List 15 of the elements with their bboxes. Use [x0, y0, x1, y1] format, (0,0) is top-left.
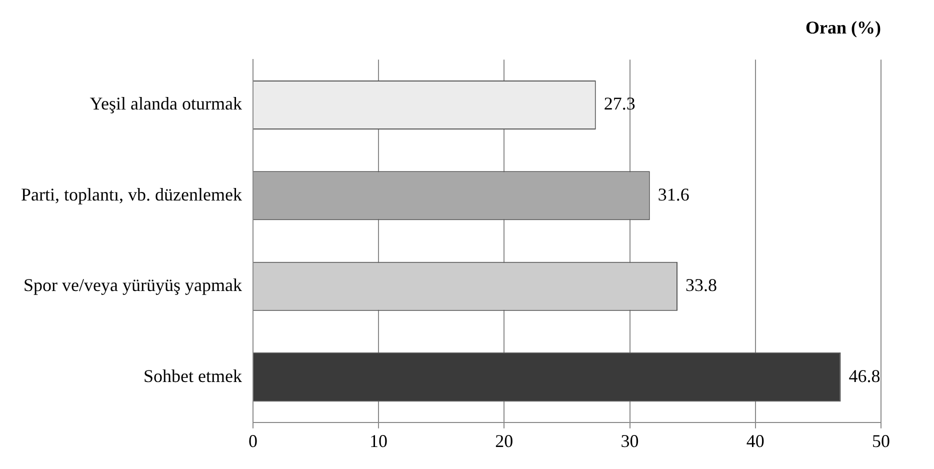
x-tick-label: 10	[370, 430, 388, 451]
data-label: 33.8	[686, 275, 718, 296]
y-tick-label: Sohbet etmek	[143, 366, 242, 386]
x-tick-label: 20	[495, 430, 514, 451]
data-label: 46.8	[848, 366, 880, 386]
x-tick-label: 0	[248, 430, 258, 451]
y-tick-label: Spor ve/veya yürüyüş yapmak	[23, 275, 242, 296]
data-label: 27.3	[604, 94, 636, 114]
chart-title: Oran (%)	[806, 17, 881, 38]
y-tick-label: Parti, toplantı, vb. düzenlemek	[20, 184, 242, 204]
x-tick-label: 50	[872, 430, 890, 451]
data-label: 31.6	[658, 184, 690, 204]
x-tick-label: 30	[620, 430, 639, 451]
y-tick-label: Yeşil alanda oturmak	[90, 94, 242, 114]
x-tick-label: 40	[746, 430, 764, 451]
